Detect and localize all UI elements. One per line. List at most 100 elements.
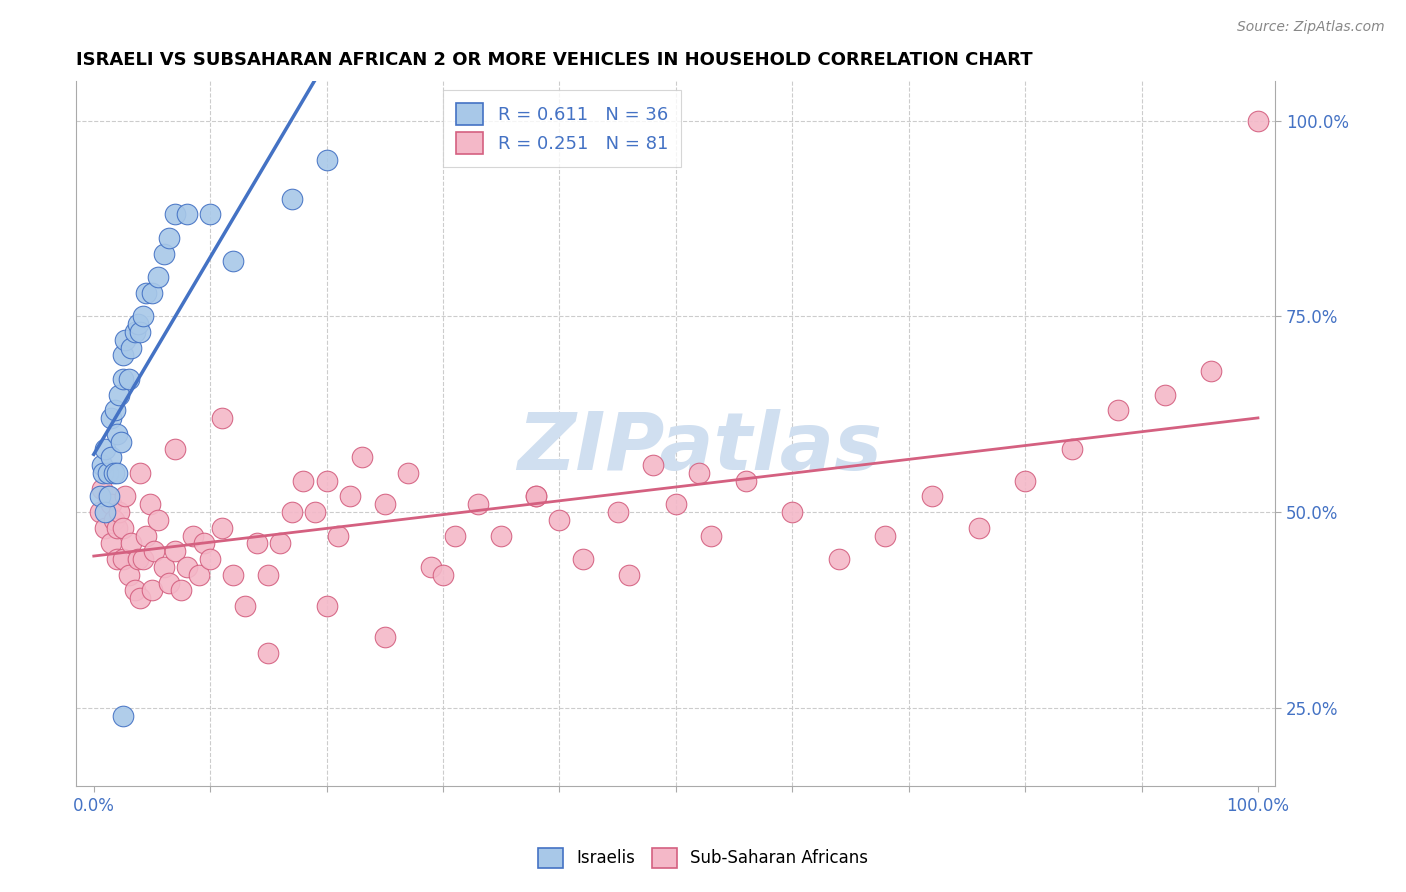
Point [104,403,127,417]
Point [304,505,326,519]
Point [141,285,163,300]
Point [105,466,128,480]
Point [665,497,688,511]
Point [1060,442,1083,457]
Point [94,505,117,519]
Point [211,411,233,425]
Point [734,474,756,488]
Point [181,528,204,542]
Point [146,513,169,527]
Point [129,591,152,606]
Point [129,325,152,339]
Point [1201,364,1223,378]
Point [269,536,291,550]
Point [131,310,153,324]
Point [688,466,710,480]
Point [211,521,233,535]
Point [420,560,443,574]
Point [165,207,187,221]
Point [280,192,302,206]
Text: Source: ZipAtlas.com: Source: ZipAtlas.com [1237,20,1385,34]
Point [1247,113,1270,128]
Point [103,513,125,527]
Point [141,583,163,598]
Point [103,466,125,480]
Point [222,254,245,268]
Point [135,528,157,542]
Point [524,489,547,503]
Point [114,333,136,347]
Point [257,646,280,660]
Text: ISRAELI VS SUBSAHARAN AFRICAN 2 OR MORE VEHICLES IN HOUSEHOLD CORRELATION CHART: ISRAELI VS SUBSAHARAN AFRICAN 2 OR MORE … [76,51,1033,69]
Point [89,489,111,503]
Point [1014,474,1036,488]
Point [114,489,136,503]
Point [89,505,111,519]
Point [105,552,128,566]
Point [111,348,134,362]
Point [396,466,419,480]
Legend: R = 0.611   N = 36, R = 0.251   N = 81: R = 0.611 N = 36, R = 0.251 N = 81 [443,90,681,167]
Point [165,544,187,558]
Point [90,482,112,496]
Point [105,426,128,441]
Point [875,528,897,542]
Point [489,528,512,542]
Point [120,536,142,550]
Point [1107,403,1129,417]
Point [198,207,221,221]
Point [91,466,114,480]
Point [146,270,169,285]
Point [246,536,269,550]
Point [967,521,990,535]
Point [170,583,193,598]
Point [129,466,152,480]
Point [138,497,160,511]
Point [1153,387,1175,401]
Point [124,325,146,339]
Point [328,528,350,542]
Point [921,489,943,503]
Point [432,567,454,582]
Point [159,231,181,245]
Point [641,458,664,472]
Point [135,285,157,300]
Point [111,372,134,386]
Point [131,552,153,566]
Point [828,552,851,566]
Point [111,521,134,535]
Point [152,246,174,260]
Point [339,489,361,503]
Point [111,552,134,566]
Text: ZIPatlas: ZIPatlas [517,409,883,487]
Point [233,599,256,613]
Point [120,341,142,355]
Point [315,474,337,488]
Point [187,567,209,582]
Point [90,458,112,472]
Point [257,567,280,582]
Point [118,567,141,582]
Point [159,575,181,590]
Point [127,317,149,331]
Point [100,497,122,511]
Point [100,536,122,550]
Point [165,442,187,457]
Point [700,528,723,542]
Point [315,153,337,167]
Point [315,599,337,613]
Point [100,450,122,465]
Point [94,442,117,457]
Point [127,552,149,566]
Point [780,505,803,519]
Point [374,497,396,511]
Point [94,521,117,535]
Point [176,560,198,574]
Point [467,497,489,511]
Point [193,536,215,550]
Point [443,528,465,542]
Point [571,552,593,566]
Point [280,505,302,519]
Point [124,583,146,598]
Point [176,207,198,221]
